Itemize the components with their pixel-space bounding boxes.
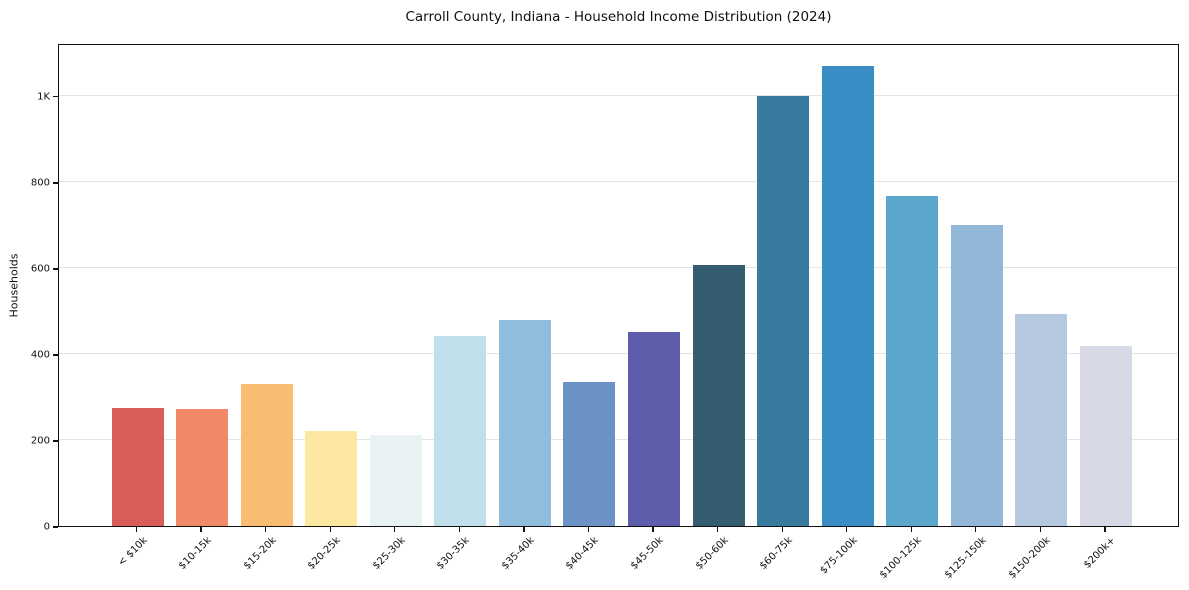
y-tick-mark-200 <box>53 440 58 442</box>
gridline-y-1K <box>59 94 1178 96</box>
x-tick-mark-$50-60k <box>717 527 719 532</box>
x-tick-label-$25-30k: $25-30k <box>370 535 408 572</box>
bar-$20-25k <box>305 430 358 526</box>
x-tick-label-$50-60k: $50-60k <box>693 535 731 572</box>
x-tick-mark-$60-75k <box>781 527 783 532</box>
y-tick-mark-0 <box>53 526 58 528</box>
x-tick-label-$35-40k: $35-40k <box>499 535 537 572</box>
x-tick-label-< $10k: < $10k <box>115 535 150 569</box>
y-tick-mark-800 <box>53 182 58 184</box>
x-tick-mark-$75-100k <box>846 527 848 532</box>
x-tick-label-$60-75k: $60-75k <box>758 535 795 572</box>
x-tick-label-$30-35k: $30-35k <box>435 535 473 572</box>
bar-< $10k <box>111 407 164 526</box>
bar-$40-45k <box>563 381 616 526</box>
x-tick-mark-$40-45k <box>587 527 590 532</box>
chart-title: Carroll County, Indiana - Household Inco… <box>405 9 832 25</box>
bar-$30-35k <box>434 335 487 526</box>
x-tick-mark-$100-125k <box>910 527 912 532</box>
x-tick-mark-$30-35k <box>458 527 460 532</box>
y-axis-label: Households <box>7 253 21 318</box>
bar-$25-30k <box>369 434 422 526</box>
bar-$100-125k <box>886 195 939 526</box>
y-tick-mark-600 <box>53 268 58 270</box>
x-tick-label-$15-20k: $15-20k <box>241 535 279 572</box>
x-tick-mark-$200k+ <box>1104 527 1106 532</box>
x-tick-mark-$45-50k <box>652 527 654 532</box>
x-tick-label-$45-50k: $45-50k <box>628 535 666 572</box>
plot-area <box>58 44 1179 527</box>
bar-$15-20k <box>240 383 293 526</box>
gridline-y-600 <box>59 266 1178 268</box>
x-tick-label-$150-200k: $150-200k <box>1007 535 1054 581</box>
bar-$50-60k <box>692 264 745 526</box>
y-tick-label-0: 0 <box>43 521 50 533</box>
x-tick-mark-$10-15k <box>200 527 202 532</box>
x-tick-mark-$35-40k <box>523 527 525 532</box>
x-tick-mark-$20-25k <box>329 527 331 532</box>
y-tick-label-1K: 1K <box>37 91 50 103</box>
y-tick-label-800: 800 <box>30 177 50 189</box>
x-tick-mark-$125-150k <box>975 527 977 532</box>
x-tick-label-$75-100k: $75-100k <box>818 535 860 577</box>
bar-$10-15k <box>176 409 229 526</box>
x-tick-label-$10-15k: $10-15k <box>176 535 214 572</box>
x-tick-mark-< $10k <box>135 527 138 532</box>
bar-$35-40k <box>498 319 551 526</box>
y-tick-label-200: 200 <box>30 435 50 447</box>
gridline-y-800 <box>59 180 1178 182</box>
bar-$150-200k <box>1015 313 1068 526</box>
y-tick-mark-400 <box>53 354 58 356</box>
bar-$200k+ <box>1080 346 1133 526</box>
x-tick-label-$40-45k: $40-45k <box>564 535 602 572</box>
x-tick-mark-$25-30k <box>394 527 396 532</box>
x-tick-mark-$150-200k <box>1039 527 1042 532</box>
y-tick-label-600: 600 <box>30 263 50 275</box>
bar-$45-50k <box>628 331 681 526</box>
x-tick-mark-$15-20k <box>265 527 267 532</box>
x-tick-label-$100-125k: $100-125k <box>878 535 925 581</box>
bar-$75-100k <box>821 66 874 526</box>
y-tick-label-400: 400 <box>30 349 50 361</box>
y-tick-mark-1K <box>53 96 58 98</box>
x-tick-label-$125-150k: $125-150k <box>942 535 989 581</box>
x-tick-label-$20-25k: $20-25k <box>306 535 343 572</box>
gridline-y-400 <box>59 352 1178 354</box>
bar-$125-150k <box>950 224 1003 526</box>
gridline-y-200 <box>59 438 1178 440</box>
x-tick-label-$200k+: $200k+ <box>1082 535 1118 571</box>
bar-$60-75k <box>757 95 810 526</box>
